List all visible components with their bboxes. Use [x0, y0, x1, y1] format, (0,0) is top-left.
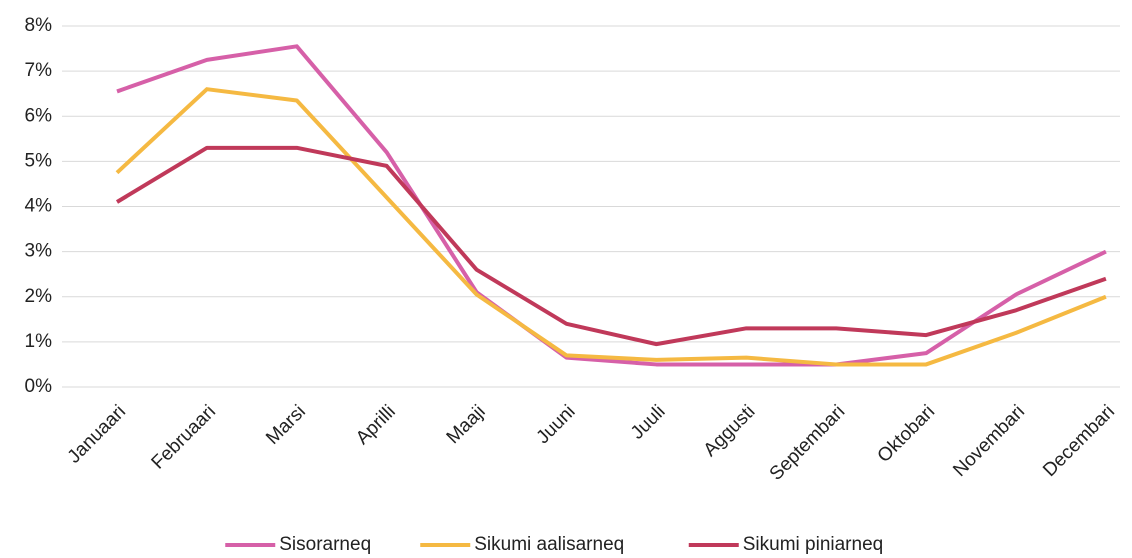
y-tick-label: 2% — [25, 286, 53, 307]
legend-label: Sikumi piniarneq — [743, 534, 883, 555]
series-line — [116, 44, 1107, 367]
x-tick-label: Maaji — [443, 401, 490, 448]
x-tick-label: Oktobari — [874, 401, 940, 467]
x-tick-label: Aggusti — [700, 401, 760, 461]
y-tick-label: 5% — [25, 150, 53, 171]
x-tick-label: Marsi — [262, 401, 310, 449]
y-tick-label: 6% — [25, 105, 53, 126]
legend-item: Sisorarneq — [225, 534, 371, 555]
legend-label: Sikumi aalisarneq — [474, 534, 624, 555]
x-tick-label: Februaari — [148, 401, 220, 473]
y-tick-label: 4% — [25, 196, 53, 217]
y-tick-label: 3% — [25, 241, 53, 262]
y-tick-label: 0% — [25, 376, 53, 397]
y-tick-label: 1% — [25, 331, 53, 352]
y-tick-label: 7% — [25, 60, 53, 81]
x-tick-label: Novembari — [949, 401, 1029, 481]
x-tick-label: Juuni — [533, 401, 580, 448]
legend-label: Sisorarneq — [279, 534, 371, 555]
x-tick-label: Januaari — [64, 401, 130, 467]
x-tick-label: Decembari — [1039, 401, 1119, 481]
y-tick-label: 8% — [25, 15, 53, 36]
x-tick-label: Juuli — [627, 401, 669, 443]
series-line — [115, 87, 1107, 367]
legend-item: Sikumi aalisarneq — [420, 534, 624, 555]
series-line — [115, 145, 1107, 347]
legend-item: Sikumi piniarneq — [688, 534, 883, 555]
x-tick-label: Aprilli — [352, 401, 400, 449]
x-tick-label: Septembari — [766, 401, 850, 485]
